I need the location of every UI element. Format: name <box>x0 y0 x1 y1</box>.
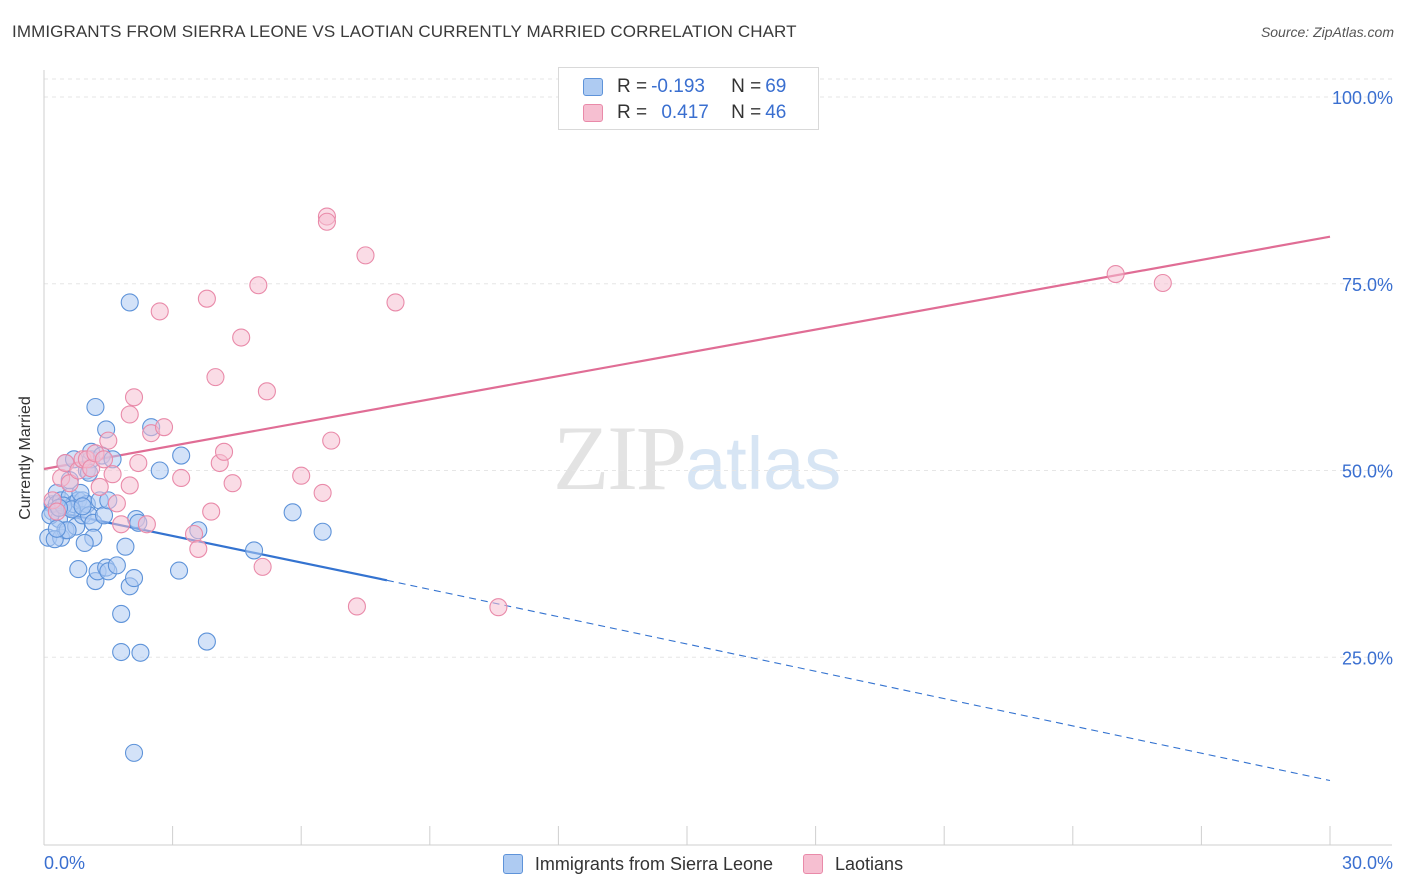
point-laotian <box>197 289 216 308</box>
legend-row-blue: R = -0.193 N = 69 <box>583 76 786 98</box>
legend-label-sierra-leone: Immigrants from Sierra Leone <box>534 853 774 874</box>
legend-pink-r-value: 0.417 <box>661 102 709 123</box>
y-tick-label: 25.0% <box>1342 648 1393 668</box>
point-laotian <box>184 524 204 544</box>
point-sierra-leone <box>47 519 66 538</box>
legend-item-laotians: Laotians <box>803 854 903 875</box>
watermark: ZIPatlas <box>553 405 841 511</box>
point-sierra-leone <box>124 743 144 762</box>
point-laotian <box>322 431 341 450</box>
point-laotian <box>206 368 225 387</box>
point-sierra-leone <box>116 537 135 556</box>
point-sierra-leone <box>86 397 105 417</box>
x-tick-label-min: 0.0% <box>44 853 85 873</box>
trend-lines <box>43 235 1331 782</box>
y-tick-label: 100.0% <box>1332 88 1393 108</box>
trend-line-laotians <box>43 235 1331 471</box>
point-sierra-leone <box>150 461 169 480</box>
legend-swatch-sierra-leone <box>502 854 523 874</box>
legend-blue-n-value: 69 <box>765 76 787 97</box>
point-sierra-leone <box>73 497 92 516</box>
point-laotian <box>112 515 131 534</box>
y-tick-label: 75.0% <box>1342 275 1393 295</box>
legend-blue-r-value: -0.193 <box>651 76 705 97</box>
point-laotian <box>107 494 126 513</box>
point-laotian <box>257 382 276 401</box>
x-tick-label-max: 30.0% <box>1342 853 1393 873</box>
point-laotian <box>253 557 272 576</box>
point-laotian <box>1153 273 1172 293</box>
point-laotian <box>313 483 332 502</box>
point-laotian <box>1106 264 1125 284</box>
grid-lines <box>44 78 1392 658</box>
point-laotian <box>202 502 221 521</box>
legend-item-sierra-leone: Immigrants from Sierra Leone <box>502 853 774 875</box>
point-laotian <box>386 293 405 312</box>
source-label: Source: ZipAtlas.com <box>1260 24 1394 40</box>
point-laotian <box>189 539 208 558</box>
point-sierra-leone <box>313 522 332 541</box>
point-laotian <box>214 442 234 461</box>
point-laotian <box>60 474 79 493</box>
tick-labels: 25.0% 50.0% 75.0% 100.0% 0.0% 30.0% <box>44 88 1393 873</box>
legend-swatch-pink <box>583 104 603 122</box>
point-laotian <box>150 302 169 321</box>
watermark-zip: ZIP <box>553 407 687 509</box>
point-laotian <box>47 502 66 521</box>
point-sierra-leone <box>112 642 131 662</box>
stats-legend: R = -0.193 N = 69 R = 0.417 N = 46 <box>558 67 819 130</box>
point-laotian <box>317 212 336 231</box>
axes <box>43 70 1392 846</box>
point-sierra-leone <box>244 541 264 560</box>
point-sierra-leone <box>107 556 126 575</box>
legend-blue-n-label: N = <box>731 76 762 97</box>
y-tick-label: 50.0% <box>1342 462 1393 482</box>
point-laotian <box>489 598 508 617</box>
point-laotian <box>124 388 144 407</box>
watermark-atlas: atlas <box>685 422 842 505</box>
legend-pink-r-label: R = <box>617 102 648 123</box>
point-sierra-leone <box>124 569 144 588</box>
point-sierra-leone <box>172 446 191 465</box>
legend-row-pink: R = 0.417 N = 46 <box>583 102 786 124</box>
point-laotian <box>94 450 114 469</box>
point-laotian <box>223 474 242 493</box>
point-sierra-leone <box>283 503 302 522</box>
point-sierra-leone <box>169 561 189 580</box>
point-laotian <box>103 465 122 484</box>
data-points <box>39 207 1172 762</box>
point-sierra-leone <box>112 604 131 623</box>
point-sierra-leone <box>75 533 94 553</box>
point-laotian <box>154 418 174 437</box>
point-sierra-leone <box>197 632 216 651</box>
legend-blue-r-label: R = <box>617 76 648 97</box>
legend-swatch-laotians <box>803 854 824 874</box>
point-sierra-leone <box>94 506 114 525</box>
point-laotian <box>90 477 109 496</box>
point-laotian <box>347 597 366 616</box>
trend-line-sierra-leone-extrapolated <box>386 579 1331 782</box>
point-laotian <box>129 453 148 473</box>
point-laotian <box>120 405 139 424</box>
point-sierra-leone <box>69 560 88 579</box>
point-laotian <box>99 431 118 450</box>
point-laotian <box>232 328 251 347</box>
y-axis-label: Currently Married <box>17 396 34 520</box>
point-laotian <box>249 276 268 295</box>
legend-swatch-blue <box>583 78 603 96</box>
point-laotian <box>172 468 191 488</box>
series-legend: Immigrants from Sierra Leone Laotians <box>0 852 1406 876</box>
point-laotian <box>356 246 375 265</box>
legend-pink-n-value: 46 <box>765 102 787 123</box>
legend-pink-n-label: N = <box>731 102 762 123</box>
point-laotian <box>137 515 156 534</box>
legend-label-laotians: Laotians <box>835 853 904 874</box>
point-sierra-leone <box>131 643 150 662</box>
point-laotian <box>120 476 139 495</box>
chart-title: IMMIGRANTS FROM SIERRA LEONE VS LAOTIAN … <box>12 22 797 41</box>
point-laotian <box>292 466 311 485</box>
point-sierra-leone <box>120 293 139 312</box>
